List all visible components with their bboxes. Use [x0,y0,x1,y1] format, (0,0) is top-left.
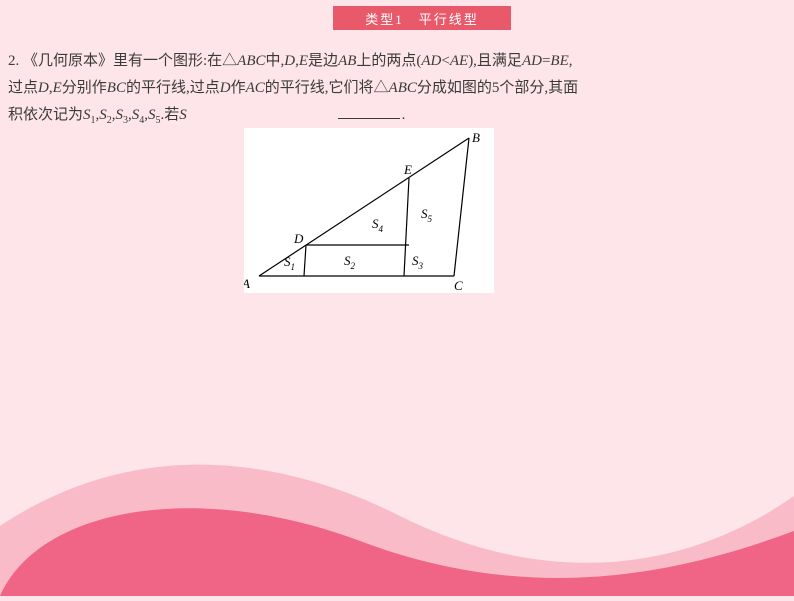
wave-back [0,465,794,596]
var-abc: ABC [237,53,265,69]
text: 《几何原本》里有一个图形:在△ [23,53,237,69]
text: 分成如图的5个部分,其面 [417,80,578,96]
text: 积依次记为 [8,107,83,123]
var-ae: AE [450,53,468,69]
var-ad: AD [421,53,441,69]
svg-text:D: D [293,231,304,246]
wave-front [0,508,794,596]
svg-text:S2: S2 [344,253,356,271]
var-ac: AC [246,80,265,96]
var-s5: S [148,107,156,123]
text: . [402,107,406,123]
text: 的平行线,过点 [126,80,220,96]
var-bc: BC [107,80,126,96]
text: < [441,53,449,69]
text: 过点 [8,80,38,96]
geometry-figure: A B C D E S1 S2 S3 S4 S5 [244,128,494,293]
svg-text:S4: S4 [372,216,384,234]
var-d2: D [38,80,49,96]
var-s2: S [99,107,107,123]
var-abc2: ABC [389,80,417,96]
svg-text:C: C [454,278,463,293]
problem-number: 2. [8,53,19,69]
wave-svg [0,386,794,596]
text: 中, [266,53,285,69]
var-ad2: AD [522,53,542,69]
var-d3: D [220,80,231,96]
var-s-extra: S [179,107,187,123]
text: 的平行线,它们将△ [265,80,389,96]
problem-statement: 2. 《几何原本》里有一个图形:在△ABC中,D,E是边AB上的两点(AD<AE… [8,48,794,134]
text: ),且满足 [468,53,522,69]
category-header-text: 类型1 平行线型 [365,9,479,28]
category-header: 类型1 平行线型 [333,6,511,30]
svg-text:S5: S5 [421,206,433,224]
problem-line-1: 2. 《几何原本》里有一个图形:在△ABC中,D,E是边AB上的两点(AD<AE… [8,48,794,75]
figure-svg: A B C D E S1 S2 S3 S4 S5 [244,128,494,293]
text: 若 [164,107,179,123]
text: 是边 [308,53,338,69]
svg-text:S1: S1 [284,254,295,272]
problem-line-2: 过点D,E分别作BC的平行线,过点D作AC的平行线,它们将△ABC分成如图的5个… [8,75,794,102]
var-be: BE [550,53,568,69]
var-e: E [299,53,308,69]
var-d: D [284,53,295,69]
var-s3: S [116,107,124,123]
text: 分别作 [62,80,107,96]
text: 上的两点( [356,53,421,69]
var-e2: E [53,80,62,96]
var-s1: S [83,107,91,123]
text: , [569,53,573,69]
var-ab: AB [338,53,356,69]
svg-text:B: B [472,130,480,145]
svg-text:A: A [244,276,250,291]
text: 作 [231,80,246,96]
answer-blank [338,105,400,119]
svg-text:S3: S3 [412,253,424,271]
decorative-waves [0,386,794,596]
svg-text:E: E [403,162,412,177]
